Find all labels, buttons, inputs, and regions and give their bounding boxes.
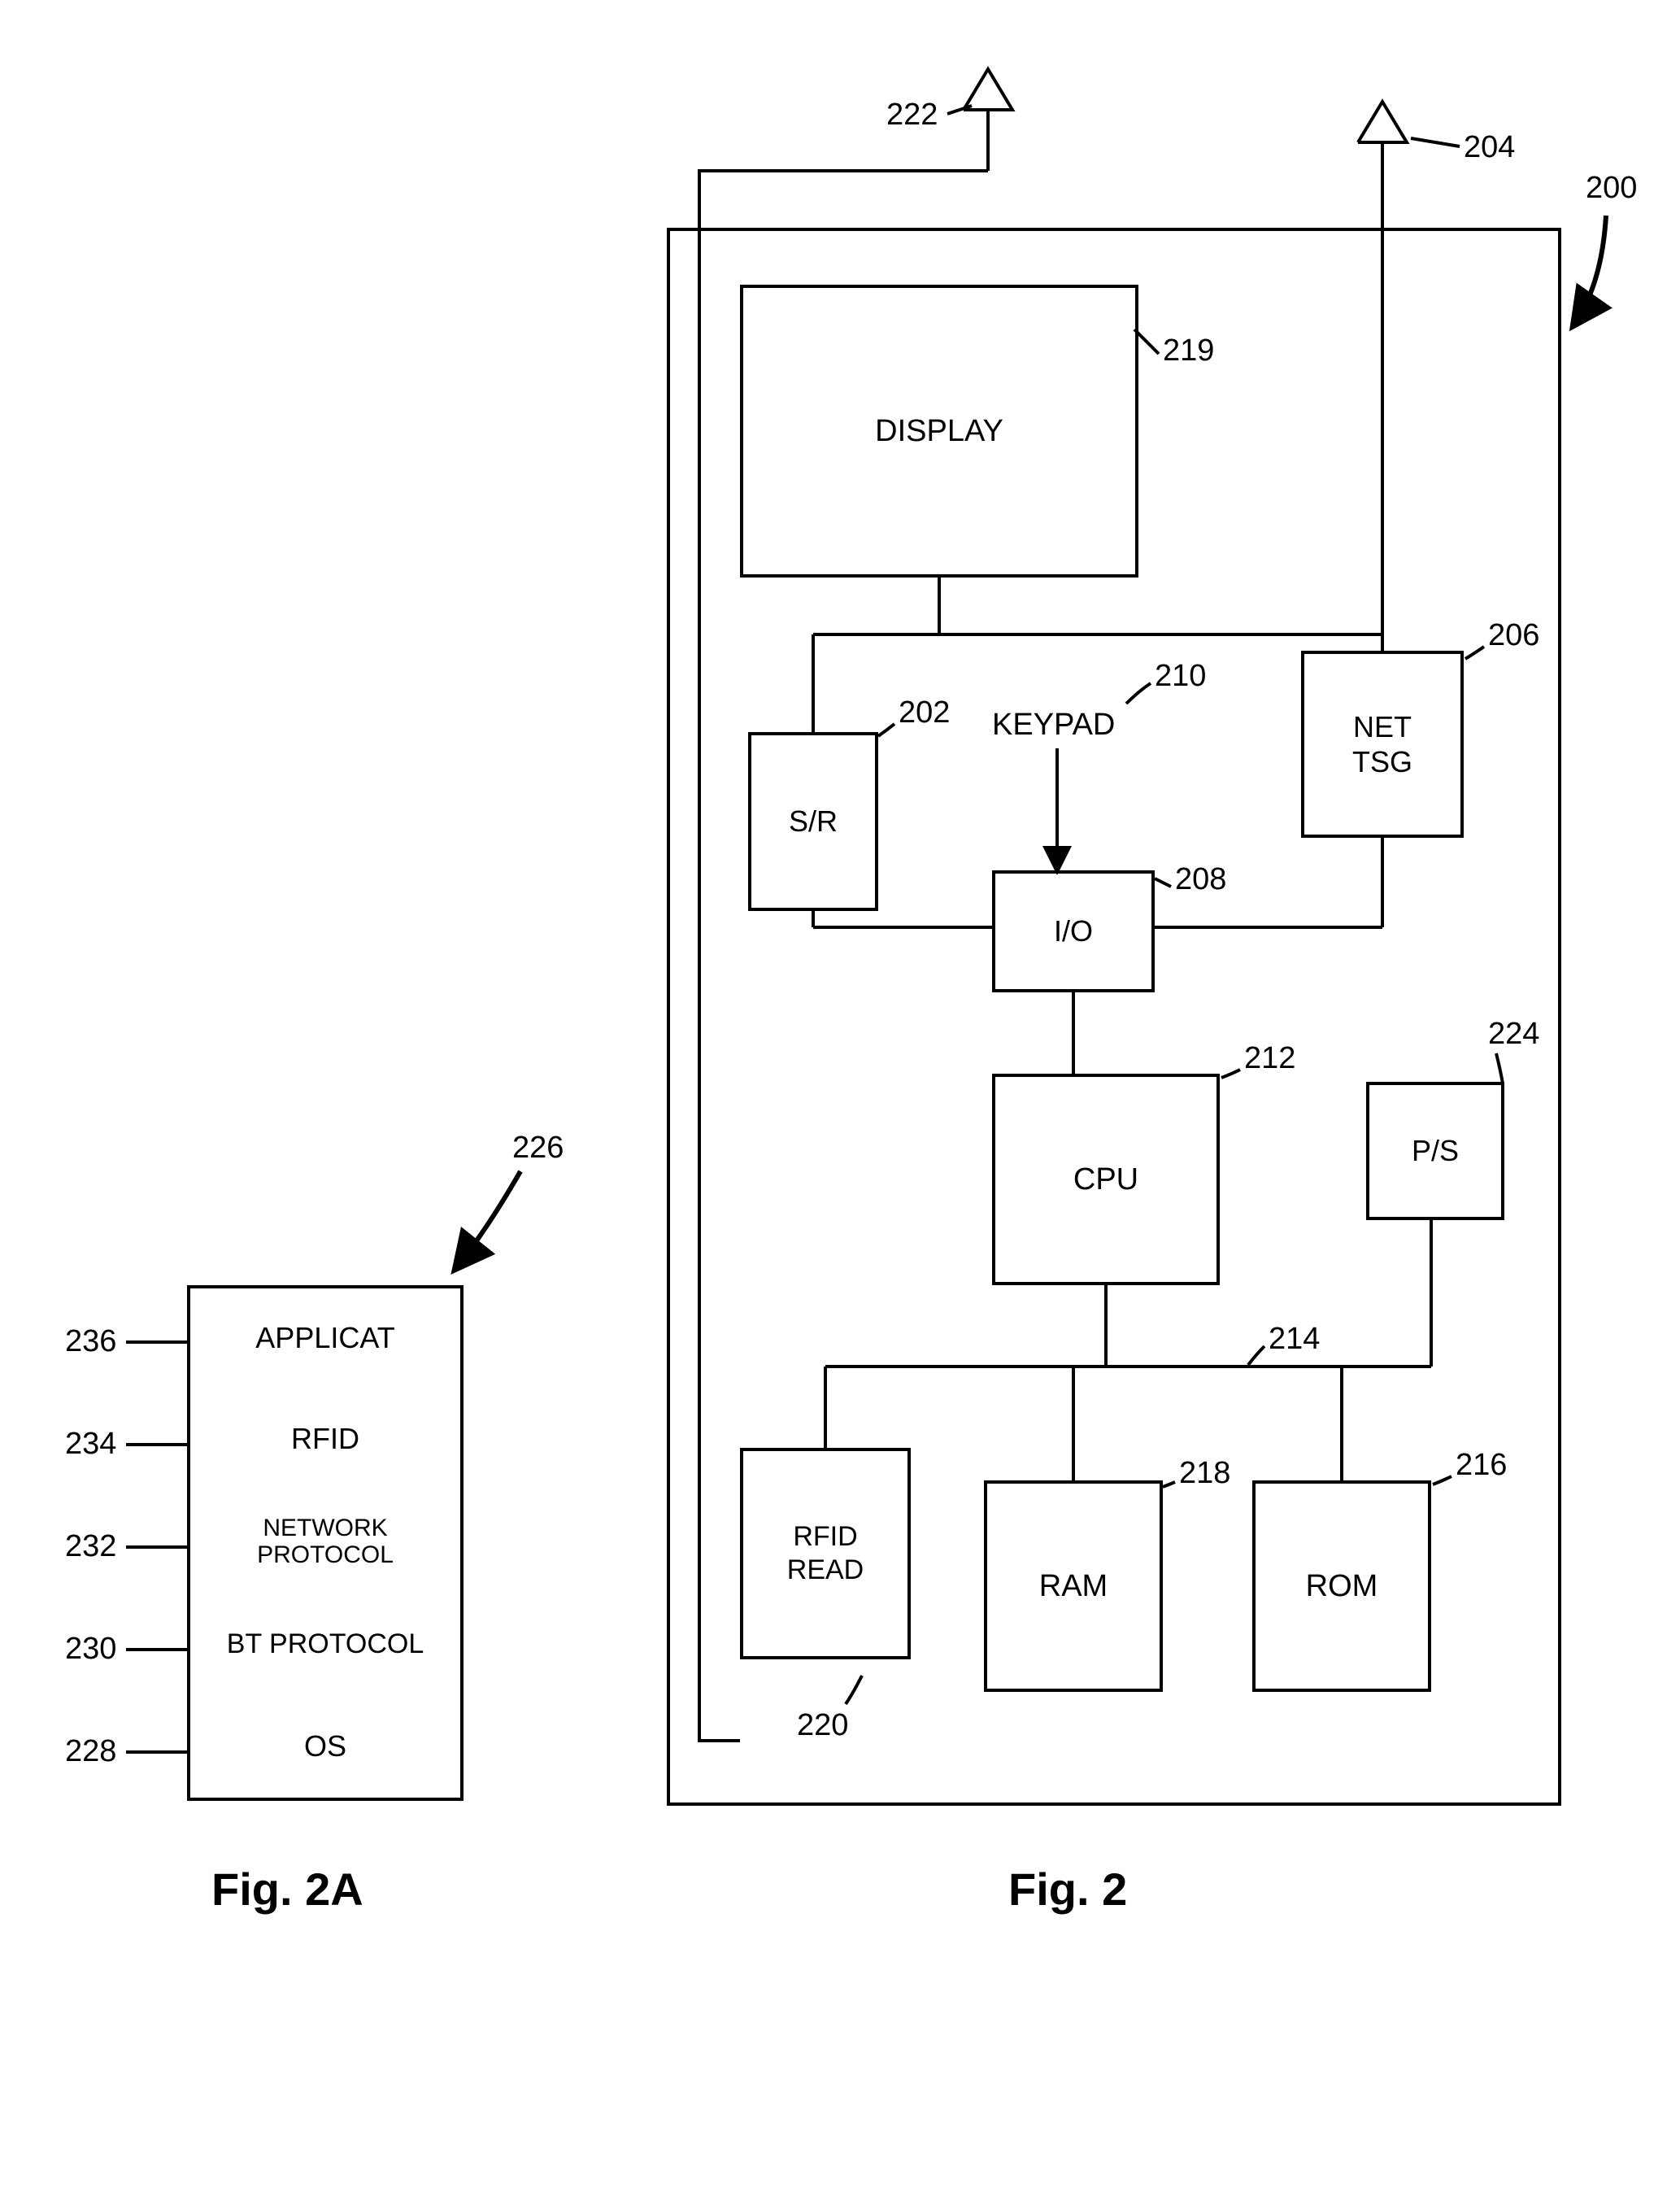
block-label: ROM xyxy=(1306,1569,1378,1604)
fig2a-layer-network-protocol: NETWORK PROTOCOL xyxy=(187,1490,464,1596)
page: APPLICAT RFID NETWORK PROTOCOL BT PROTOC… xyxy=(33,33,1647,2164)
ref-206: 206 xyxy=(1488,618,1539,653)
ref-224: 224 xyxy=(1488,1017,1539,1052)
block-display: DISPLAY xyxy=(740,285,1138,578)
ref-236: 236 xyxy=(65,1324,116,1359)
ref-226: 226 xyxy=(512,1131,564,1166)
block-ram: RAM xyxy=(984,1480,1163,1692)
block-label: DISPLAY xyxy=(875,414,1003,449)
ref-212: 212 xyxy=(1244,1041,1295,1076)
block-label: NET TSG xyxy=(1352,709,1412,779)
fig2a-layer-label: RFID xyxy=(291,1422,359,1456)
ref-202: 202 xyxy=(899,695,950,730)
block-sr: S/R xyxy=(748,732,878,911)
block-net-tsg: NET TSG xyxy=(1301,651,1464,838)
ref-210: 210 xyxy=(1155,659,1206,694)
block-label: CPU xyxy=(1073,1162,1138,1197)
block-label: S/R xyxy=(789,804,838,839)
block-cpu: CPU xyxy=(992,1074,1220,1285)
ref-228: 228 xyxy=(65,1734,116,1769)
ref-208: 208 xyxy=(1175,862,1226,897)
ref-230: 230 xyxy=(65,1632,116,1667)
ref-234: 234 xyxy=(65,1427,116,1462)
fig2-caption: Fig. 2 xyxy=(1008,1863,1127,1916)
ref-218: 218 xyxy=(1179,1456,1230,1491)
ref-220: 220 xyxy=(797,1708,848,1743)
ref-214: 214 xyxy=(1269,1322,1320,1357)
fig2a-layer-rfid: RFID xyxy=(187,1388,464,1493)
fig2a-layer-label: OS xyxy=(304,1729,346,1763)
ref-200: 200 xyxy=(1586,171,1637,206)
ref-232: 232 xyxy=(65,1529,116,1564)
block-ps: P/S xyxy=(1366,1082,1504,1220)
ref-222: 222 xyxy=(886,98,938,133)
block-rfid-read: RFID READ xyxy=(740,1448,911,1659)
ref-204: 204 xyxy=(1464,130,1515,165)
block-rom: ROM xyxy=(1252,1480,1431,1692)
ref-216: 216 xyxy=(1456,1448,1507,1483)
block-label: RFID READ xyxy=(787,1520,864,1587)
block-label: RAM xyxy=(1039,1569,1108,1604)
fig2a-layer-bt-protocol: BT PROTOCOL xyxy=(187,1593,464,1698)
fig2a-layer-os: OS xyxy=(187,1695,464,1801)
fig2a-layer-applicat: APPLICAT xyxy=(187,1285,464,1391)
block-io: I/O xyxy=(992,870,1155,992)
fig2a-layer-label: BT PROTOCOL xyxy=(227,1628,424,1660)
block-label: I/O xyxy=(1054,914,1093,948)
block-label: P/S xyxy=(1412,1134,1459,1168)
ref-219: 219 xyxy=(1163,333,1214,368)
block-keypad: KEYPAD xyxy=(992,708,1115,743)
fig2a-layer-label: APPLICAT xyxy=(255,1321,394,1355)
fig2a-layer-label: NETWORK PROTOCOL xyxy=(190,1515,460,1568)
fig2a-caption: Fig. 2A xyxy=(211,1863,363,1916)
